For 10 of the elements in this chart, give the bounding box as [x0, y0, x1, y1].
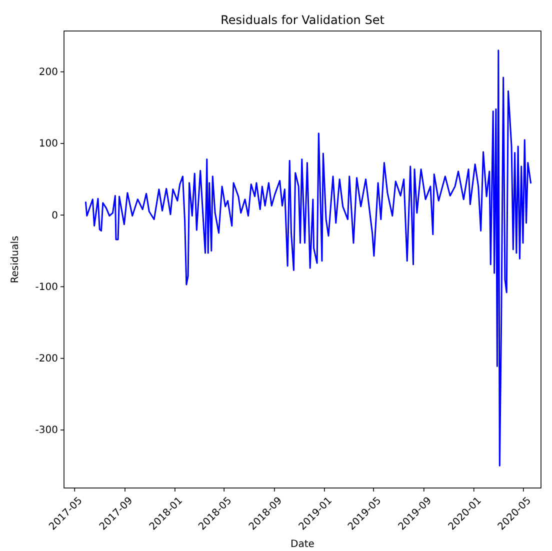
y-tick-label: 100	[38, 138, 58, 150]
y-tick-label: 200	[38, 67, 58, 78]
y-tick-label: -100	[35, 282, 58, 293]
y-tick-label: 0	[52, 210, 58, 222]
y-axis-title: Residuals	[10, 236, 21, 284]
line-series	[84, 50, 532, 467]
y-tick-label: -300	[35, 425, 58, 436]
x-axis-title: Date	[290, 539, 314, 550]
y-tick-label: -200	[35, 354, 58, 365]
chart-title: Residuals for Validation Set	[220, 13, 385, 27]
